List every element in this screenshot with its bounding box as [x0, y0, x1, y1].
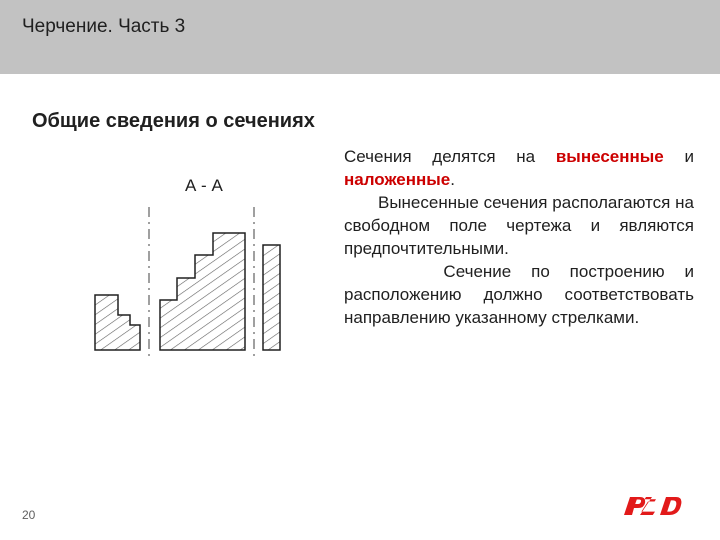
slide-title: Черчение. Часть 3 [22, 16, 185, 38]
p2-text: Вынесенные сечения располагаются на своб… [344, 193, 694, 258]
rzd-logo [620, 493, 692, 526]
section-heading: Общие сведения о сечениях [32, 110, 315, 133]
paragraph-3: Сечение по построению и расположению дол… [344, 261, 694, 330]
p1-text-mid: и [664, 147, 694, 166]
section-shape-3 [263, 245, 280, 350]
p2-indent [344, 193, 378, 212]
paragraph-1: Сечения делятся на вынесенные и наложенн… [344, 146, 694, 192]
section-shape-1 [95, 295, 140, 350]
p1-highlight-1: вынесенные [556, 147, 664, 166]
header-band: Черчение. Часть 3 [0, 0, 720, 74]
cross-section-diagram: А - А [85, 175, 315, 365]
body-text: Сечения делятся на вынесенные и наложенн… [344, 146, 694, 330]
p1-text-end: . [450, 170, 455, 189]
p1-highlight-2: наложенные [344, 170, 450, 189]
section-shape-2 [160, 233, 245, 350]
paragraph-2: Вынесенные сечения располагаются на своб… [344, 192, 694, 261]
diagram-label: А - А [185, 176, 223, 195]
p1-text-a: Сечения делятся на [344, 147, 556, 166]
page-number: 20 [22, 508, 35, 522]
p3-indent [344, 262, 443, 281]
